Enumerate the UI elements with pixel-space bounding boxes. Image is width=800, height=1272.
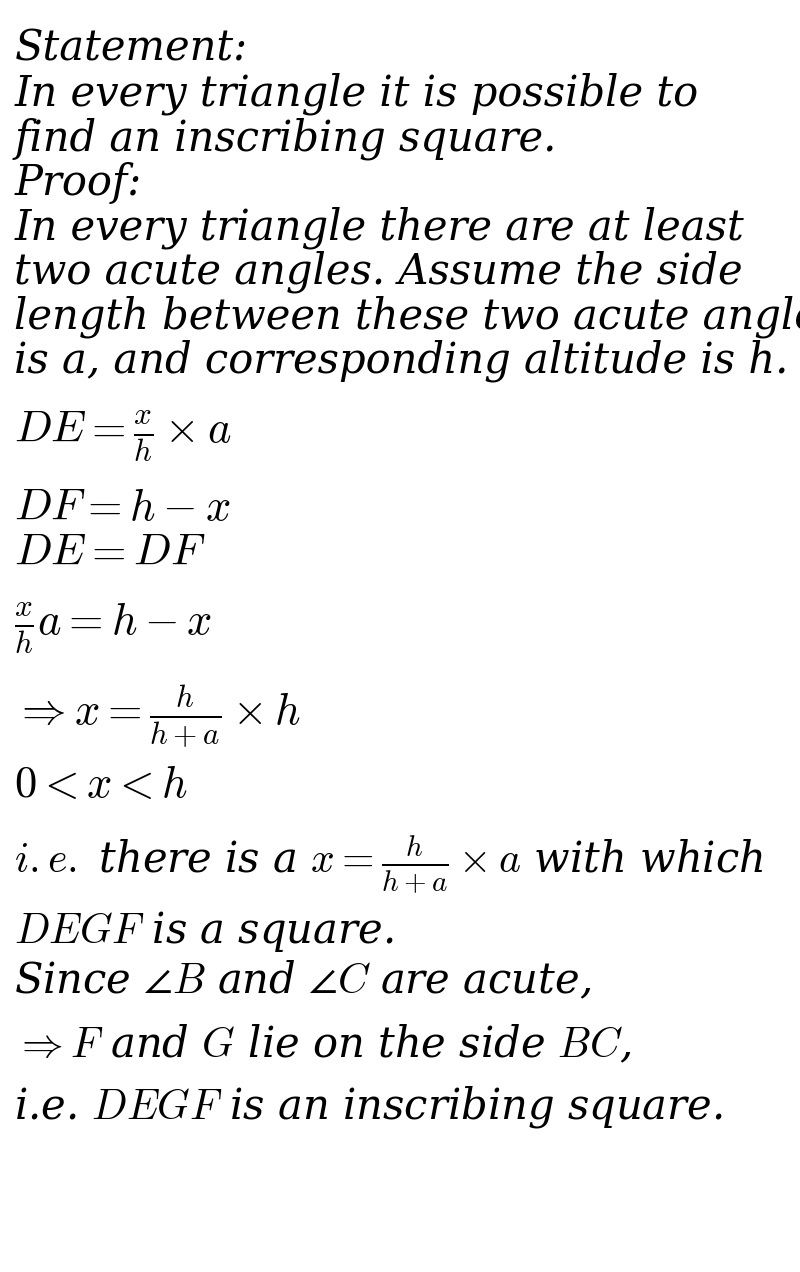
Text: is a, and corresponding altitude is h.: is a, and corresponding altitude is h. <box>14 340 789 382</box>
Text: $DF=h-x$: $DF=h-x$ <box>14 486 231 529</box>
Text: $DE=\frac{x}{h}\times a$: $DE=\frac{x}{h}\times a$ <box>14 410 232 464</box>
Text: Statement:: Statement: <box>14 28 247 70</box>
Text: Since $\angle B$ and $\angle C$ are acute,: Since $\angle B$ and $\angle C$ are acut… <box>14 960 592 1002</box>
Text: $\Rightarrow F$ and $G$ lie on the side $BC$,: $\Rightarrow F$ and $G$ lie on the side … <box>14 1024 632 1066</box>
Text: $DEGF$ is a square.: $DEGF$ is a square. <box>14 909 394 954</box>
Text: length between these two acute angles: length between these two acute angles <box>14 295 800 337</box>
Text: $i.e.$ there is a $x=\frac{h}{h+a}\times a$ with which: $i.e.$ there is a $x=\frac{h}{h+a}\times… <box>14 833 764 894</box>
Text: $0<x<h$: $0<x<h$ <box>14 763 189 806</box>
Text: two acute angles. Assume the side: two acute angles. Assume the side <box>14 251 743 293</box>
Text: $DE=DF$: $DE=DF$ <box>14 530 206 574</box>
Text: $\frac{x}{h}a=h-x$: $\frac{x}{h}a=h-x$ <box>14 600 213 655</box>
Text: Proof:: Proof: <box>14 162 142 204</box>
Text: In every triangle it is possible to: In every triangle it is possible to <box>14 73 698 114</box>
Text: In every triangle there are at least: In every triangle there are at least <box>14 206 744 248</box>
Text: $\Rightarrow x=\frac{h}{h+a}\times h$: $\Rightarrow x=\frac{h}{h+a}\times h$ <box>14 683 302 749</box>
Text: find an inscribing square.: find an inscribing square. <box>14 117 557 159</box>
Text: i.e. $DEGF$ is an inscribing square.: i.e. $DEGF$ is an inscribing square. <box>14 1084 723 1130</box>
